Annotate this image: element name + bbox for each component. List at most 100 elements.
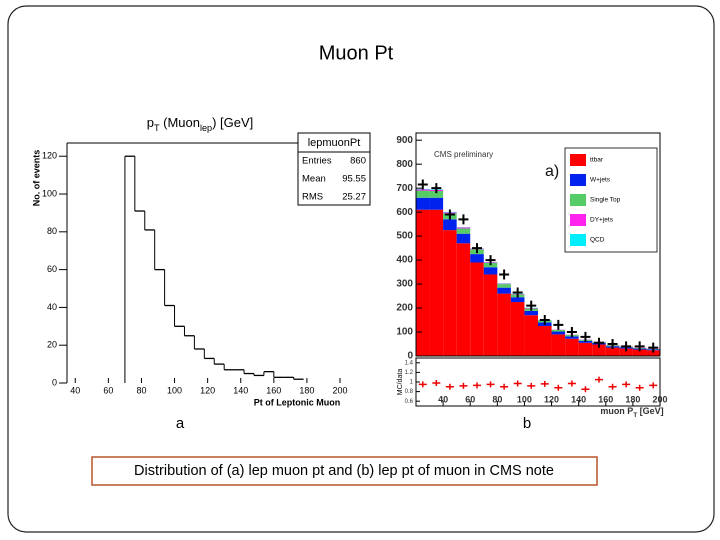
ratio-point	[649, 382, 658, 389]
x-tick-label: 80	[136, 385, 146, 395]
annotation: a)	[545, 163, 559, 180]
stack-segment	[632, 349, 647, 356]
stats-value: 860	[350, 156, 366, 167]
ratio-axis-label: MC/data	[397, 369, 404, 396]
legend-swatch	[570, 174, 586, 186]
data-point	[594, 337, 604, 348]
x-tick-label: 140	[233, 385, 248, 395]
data-point	[526, 300, 537, 311]
stack-segment	[470, 262, 484, 356]
stack-segment	[416, 189, 430, 191]
stats-label: RMS	[302, 192, 323, 203]
stats-label: Entries	[302, 156, 332, 167]
stack-segment	[510, 302, 525, 356]
data-point	[566, 327, 577, 338]
y-tick-label: 0	[52, 377, 57, 387]
data-point	[417, 179, 428, 190]
data-point	[444, 209, 455, 220]
x-tick-label: 80	[492, 394, 502, 404]
ratio-point	[418, 381, 427, 388]
data-point	[472, 243, 482, 254]
y-tick-label: 80	[47, 226, 57, 236]
data-point	[607, 339, 618, 350]
caption-box	[91, 456, 598, 486]
y-tick-label: 700	[396, 183, 413, 194]
stack-segment	[592, 344, 606, 356]
stack-segment	[646, 350, 660, 356]
stack-segment	[483, 262, 498, 268]
x-tick-label: 120	[544, 394, 559, 404]
x-tick-label: 160	[266, 385, 281, 395]
ratio-point	[500, 383, 509, 390]
x-tick-label: 100	[167, 385, 182, 395]
ratio-point	[527, 382, 536, 389]
stack-segment	[551, 331, 566, 335]
x-axis-label-part: muon P	[600, 406, 633, 416]
data-point	[512, 287, 523, 298]
data-point	[458, 214, 469, 225]
y-tick-label: 600	[396, 207, 413, 218]
chart-title-part: (Muon	[160, 115, 200, 130]
annotation: CMS preliminary	[434, 150, 493, 159]
stack-segment	[443, 230, 457, 356]
data-point	[499, 269, 510, 280]
plot-frame	[415, 132, 661, 357]
legend-swatch	[570, 154, 586, 166]
x-tick-label: 60	[103, 385, 113, 395]
stack-segment	[551, 334, 566, 356]
stack-segment	[524, 315, 538, 356]
y-tick-label: 100	[42, 188, 57, 198]
legend-label: QCD	[590, 237, 605, 244]
ratio-point	[608, 383, 617, 390]
stack-segment	[456, 243, 471, 356]
stack-segment	[456, 233, 471, 244]
panel-label: b	[523, 415, 531, 432]
data-point	[580, 331, 591, 342]
data-point	[553, 319, 564, 330]
legend-swatch	[570, 234, 586, 246]
x-tick-label: 100	[517, 394, 532, 404]
x-tick-label: 40	[70, 385, 80, 395]
legend-label: Single Top	[590, 197, 621, 204]
data-point	[485, 255, 496, 266]
x-tick-label: 180	[299, 385, 314, 395]
x-tick-label: 200	[652, 394, 667, 404]
ratio-point	[554, 384, 563, 391]
y-tick-label: 60	[47, 264, 57, 274]
stack-segment	[565, 338, 579, 356]
stack-segment	[510, 297, 525, 303]
data-point	[539, 315, 550, 326]
ratio-point	[432, 379, 441, 386]
ratio-point	[567, 380, 576, 387]
stack-segment	[483, 274, 498, 356]
x-tick-label: 120	[200, 385, 215, 395]
stats-name: lepmuonPt	[308, 137, 361, 149]
y-tick-label: 40	[47, 302, 57, 312]
ratio-y-tick-label: 1.2	[405, 370, 414, 376]
y-tick-label: 20	[47, 340, 57, 350]
y-tick-label: 500	[396, 231, 413, 242]
x-tick-label: 180	[625, 394, 640, 404]
stack-segment	[578, 340, 593, 343]
stack-segment	[429, 209, 444, 356]
slide-title: Muon Pt	[319, 42, 394, 64]
ratio-y-tick-label: 0.6	[405, 399, 414, 405]
stats-box	[297, 132, 371, 206]
legend-label: ttbar	[590, 157, 604, 164]
legend-swatch	[570, 194, 586, 206]
x-axis-label-part: T	[633, 412, 637, 419]
stack-segment	[470, 254, 484, 263]
data-point	[431, 183, 442, 194]
stack-segment	[416, 197, 430, 210]
stack-segment	[416, 209, 430, 356]
stack-segment	[497, 287, 511, 294]
legend-label: W+jets	[590, 177, 611, 184]
x-tick-label: 160	[598, 394, 613, 404]
stack-segment	[619, 348, 633, 356]
chart-title-part: lep	[200, 123, 212, 133]
stack-segment	[497, 293, 511, 356]
stack-segment	[483, 267, 498, 275]
data-point	[634, 341, 645, 352]
ratio-point	[581, 386, 590, 393]
